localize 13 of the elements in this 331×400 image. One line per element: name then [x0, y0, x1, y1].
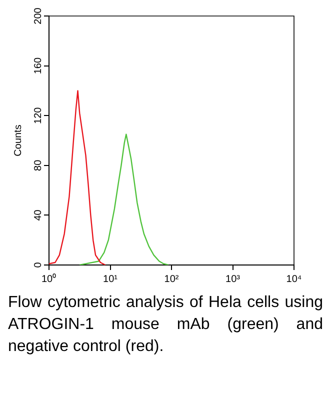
x-tick-label: 10¹ [103, 274, 118, 285]
x-tick-label: 10² [164, 274, 180, 285]
text: Flow cytometric analysis of Hela cells using ATROGIN-1 mouse mAb (green) and negative control (red). [8, 293, 323, 357]
y-tick-label: 160 [32, 57, 44, 74]
y-axis-title: Counts [12, 124, 24, 156]
y-tick-label: 200 [32, 7, 44, 24]
y-tick-label: 0 [32, 262, 44, 268]
x-tick-label: 10⁰ [41, 272, 57, 285]
x-tick-label: 10³ [226, 274, 241, 285]
x-tick-label: 10⁴ [286, 274, 302, 285]
y-tick-label: 80 [32, 159, 44, 171]
y-tick-label: 40 [32, 209, 44, 221]
y-tick-label: 120 [32, 106, 44, 124]
